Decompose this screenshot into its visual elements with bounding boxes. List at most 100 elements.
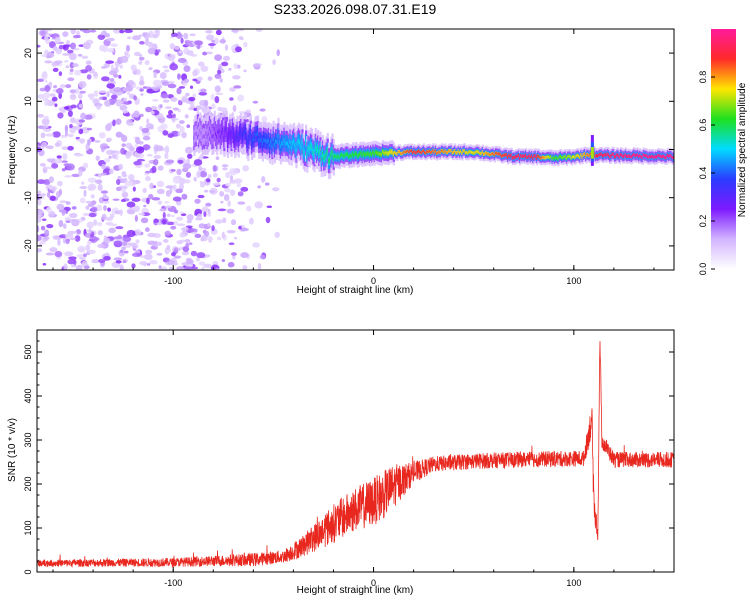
spectrogram-cell bbox=[127, 79, 135, 87]
spectrogram-cell bbox=[317, 146, 320, 151]
spectrogram-x-tick-label: -100 bbox=[164, 276, 182, 286]
spectrogram-cell bbox=[164, 145, 170, 153]
spectrogram-cell bbox=[214, 37, 219, 45]
spectrogram-cell bbox=[76, 254, 84, 258]
spectrogram-heatmap bbox=[37, 29, 674, 270]
spectrogram-cell bbox=[215, 267, 220, 270]
spectrogram-cell bbox=[561, 156, 564, 159]
spectrogram-cell bbox=[520, 154, 523, 157]
spectrogram-cell bbox=[290, 145, 293, 150]
spectrogram-cell bbox=[186, 219, 192, 224]
spectrogram-cell bbox=[241, 133, 244, 138]
spectrogram-cell bbox=[54, 103, 58, 107]
spectrogram-cell bbox=[231, 128, 234, 133]
spectrogram-cell bbox=[145, 123, 154, 129]
spectrogram-cell bbox=[421, 151, 424, 153]
spectrogram-cell bbox=[224, 187, 231, 193]
spectrogram-cell bbox=[550, 155, 553, 158]
spectrogram-cell bbox=[139, 113, 144, 117]
spectrogram-cell bbox=[243, 41, 248, 48]
spectrogram-cell bbox=[484, 153, 487, 155]
spectrogram-cell bbox=[666, 154, 669, 157]
spectrogram-cell bbox=[283, 138, 286, 143]
spectrogram-cell bbox=[208, 43, 216, 47]
spectrogram-cell bbox=[176, 168, 182, 176]
spectrogram-cell bbox=[198, 223, 206, 229]
spectrogram-cell bbox=[125, 151, 131, 159]
spectrogram-cell bbox=[354, 152, 357, 156]
spectrogram-cell bbox=[135, 239, 140, 244]
spectrogram-cell bbox=[506, 156, 510, 158]
spectrogram-cell bbox=[161, 266, 168, 270]
spectrogram-cell bbox=[170, 214, 175, 218]
spectrogram-cell bbox=[249, 131, 252, 136]
spectrogram-cell bbox=[380, 153, 383, 156]
spectrogram-cell bbox=[166, 114, 174, 119]
spectrogram-cell bbox=[552, 156, 555, 159]
spectrogram-cell bbox=[296, 141, 299, 146]
spectrogram-cell bbox=[661, 155, 665, 157]
spectrogram-cell bbox=[265, 216, 271, 224]
spectrogram-cell bbox=[611, 153, 614, 155]
spectrogram-cell bbox=[285, 141, 288, 145]
spectrogram-cell bbox=[59, 84, 67, 88]
spectrogram-cell bbox=[642, 154, 645, 156]
spectrogram-cell bbox=[243, 69, 247, 73]
spectrogram-cell bbox=[90, 206, 98, 213]
spectrogram-cell bbox=[101, 213, 107, 221]
spectrogram-cell bbox=[181, 131, 187, 139]
spectrogram-cell bbox=[106, 83, 115, 89]
spectrogram-cell bbox=[177, 159, 184, 164]
snr-x-tick-label: -100 bbox=[164, 578, 182, 588]
spectrogram-cell bbox=[590, 147, 594, 159]
spectrogram-cell bbox=[250, 139, 254, 144]
spectrogram-cell bbox=[219, 78, 223, 83]
spectrogram-cell bbox=[672, 156, 674, 159]
spectrogram-cell bbox=[37, 248, 42, 253]
spectrogram-cell bbox=[91, 259, 100, 264]
spectrogram-cell bbox=[78, 80, 87, 89]
spectrogram-cell bbox=[652, 155, 655, 158]
spectrogram-cell bbox=[350, 154, 353, 158]
spectrogram-cell bbox=[157, 200, 163, 205]
spectrogram-cell bbox=[603, 154, 606, 157]
spectrogram-cell bbox=[472, 151, 475, 154]
spectrogram-cell bbox=[482, 153, 486, 155]
spectrogram-cell bbox=[69, 93, 77, 101]
spectrogram-cell bbox=[547, 156, 551, 158]
spectrogram-cell bbox=[119, 29, 125, 34]
spectrogram-cell bbox=[236, 64, 241, 69]
spectrogram-cell bbox=[87, 177, 97, 183]
spectrogram-cell bbox=[658, 154, 661, 157]
spectrogram-cell bbox=[199, 182, 206, 188]
spectrogram-cell bbox=[102, 195, 109, 200]
spectrogram-cell bbox=[391, 150, 394, 154]
spectrogram-cell bbox=[246, 138, 249, 143]
spectrogram-cell bbox=[267, 138, 270, 143]
spectrogram-cell bbox=[573, 155, 576, 158]
spectrogram-cell bbox=[74, 153, 84, 157]
spectrogram-cell bbox=[659, 155, 662, 157]
spectrogram-cell bbox=[625, 155, 629, 158]
spectrogram-cell bbox=[162, 239, 169, 243]
spectrogram-cell bbox=[129, 146, 135, 152]
spectrogram-cell bbox=[86, 127, 93, 131]
spectrogram-x-tick-label: 0 bbox=[371, 276, 376, 286]
spectrogram-cell bbox=[496, 152, 499, 155]
spectrogram-ylabel: Frequency (Hz) bbox=[7, 116, 18, 185]
spectrogram-cell bbox=[167, 133, 174, 138]
spectrogram-cell bbox=[428, 150, 432, 152]
spectrogram-cell bbox=[264, 182, 270, 186]
spectrogram-cell bbox=[165, 189, 171, 197]
spectrogram-cell bbox=[540, 157, 543, 159]
spectrogram-cell bbox=[62, 31, 69, 37]
spectrogram-cell bbox=[61, 146, 69, 151]
spectrogram-cell bbox=[493, 154, 496, 156]
spectrogram-cell bbox=[419, 151, 422, 153]
spectrogram-cell bbox=[211, 39, 215, 43]
spectrogram-cell bbox=[199, 170, 208, 178]
spectrogram-cell bbox=[479, 152, 482, 155]
spectrogram-cell bbox=[570, 157, 573, 159]
spectrogram-cell bbox=[387, 152, 391, 155]
spectrogram-cell bbox=[37, 78, 45, 82]
